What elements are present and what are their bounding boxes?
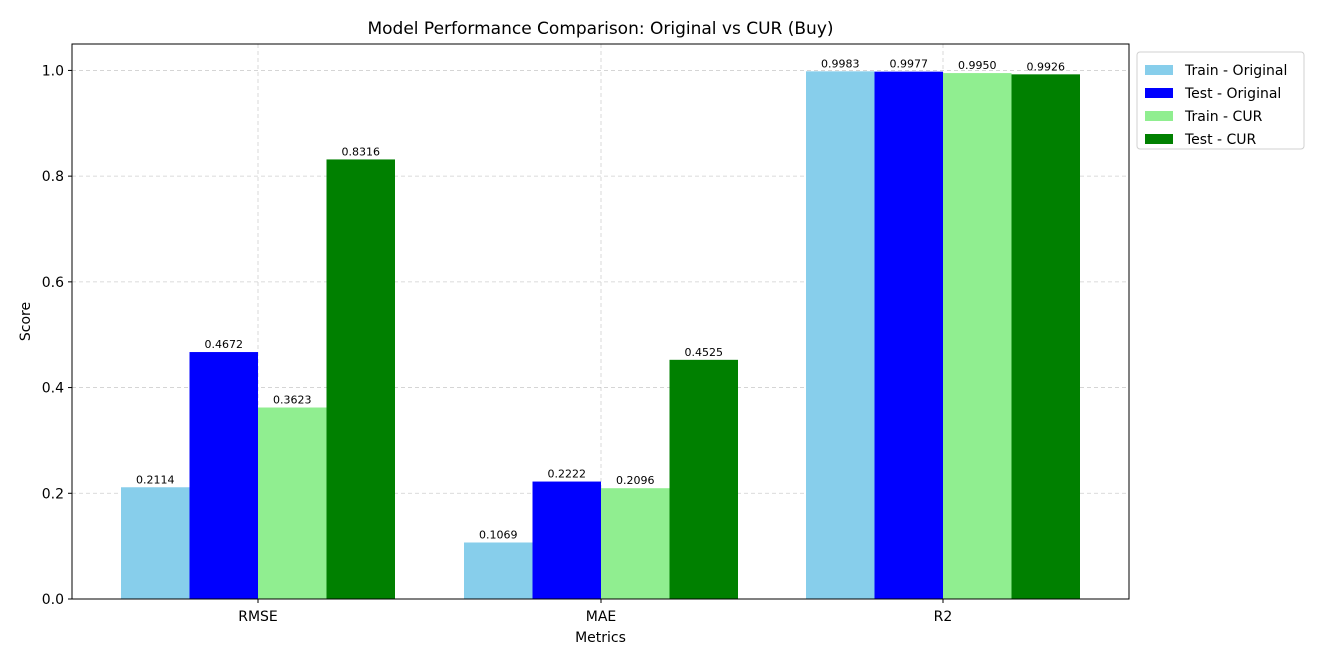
bar-value-label: 0.3623: [273, 393, 312, 406]
bar-train-cur-rmse: [258, 407, 327, 599]
y-tick-label: 0.6: [42, 275, 64, 291]
legend-entry: Test - Original: [1184, 86, 1281, 102]
y-tick-label: 0.0: [42, 592, 64, 608]
y-tick-label: 0.4: [42, 381, 64, 397]
bar-value-label: 0.2096: [616, 474, 655, 487]
legend: Train - Original Test - Original Train - C…: [1136, 51, 1305, 150]
bar-value-label: 0.9977: [890, 58, 929, 71]
bar-train-original-mae: [464, 542, 533, 599]
bar-train-cur-r2: [943, 73, 1012, 600]
bar-value-label: 0.4672: [205, 338, 244, 351]
bar-test-cur-mae: [669, 359, 738, 599]
bar-train-original-r2: [806, 71, 875, 599]
bar-test-original-mae: [532, 481, 601, 599]
bar-value-label: 0.9983: [821, 57, 860, 70]
x-axis-ticks: RMSE MAE R2: [238, 599, 952, 625]
bar-value-label: 0.2114: [136, 473, 175, 486]
bar-test-original-rmse: [189, 352, 258, 599]
bar-value-labels: 0.2114 0.1069 0.9983 0.4672 0.2222 0.9977 0.36…: [136, 57, 1065, 541]
legend-entry: Test - CUR: [1184, 132, 1257, 148]
x-axis-label: Metrics: [575, 630, 626, 646]
legend-swatch: [1145, 134, 1173, 144]
bar-test-cur-r2: [1011, 74, 1080, 600]
bar-value-label: 0.2222: [548, 468, 587, 481]
bar-value-label: 0.4525: [685, 346, 724, 359]
x-tick-label: MAE: [586, 609, 617, 625]
x-tick-label: R2: [934, 609, 953, 625]
y-tick-label: 0.2: [42, 486, 64, 502]
bar-test-cur-rmse: [326, 159, 395, 599]
bar-value-label: 0.9926: [1027, 60, 1066, 73]
bars: [121, 71, 1080, 600]
bar-value-label: 0.8316: [342, 145, 381, 158]
legend-swatch: [1145, 111, 1173, 121]
y-tick-label: 1.0: [42, 63, 64, 79]
legend-entry: Train - CUR: [1184, 109, 1263, 125]
bar-value-label: 0.9950: [958, 59, 997, 72]
x-tick-label: RMSE: [238, 609, 278, 625]
bar-train-cur-mae: [601, 488, 670, 599]
legend-box: [1136, 51, 1305, 150]
bar-value-label: 0.1069: [479, 528, 518, 541]
bar-test-original-r2: [874, 71, 943, 599]
legend-swatch: [1145, 88, 1173, 98]
bar-train-original-rmse: [121, 487, 190, 599]
chart-title: Model Performance Comparison: Original v…: [367, 19, 833, 39]
y-axis-label: Score: [18, 302, 34, 341]
legend-swatch: [1145, 65, 1173, 75]
y-tick-label: 0.8: [42, 169, 64, 185]
y-axis-ticks: 0.0 0.2 0.4 0.6 0.8 1.0: [42, 63, 72, 608]
legend-entry: Train - Original: [1184, 63, 1287, 79]
